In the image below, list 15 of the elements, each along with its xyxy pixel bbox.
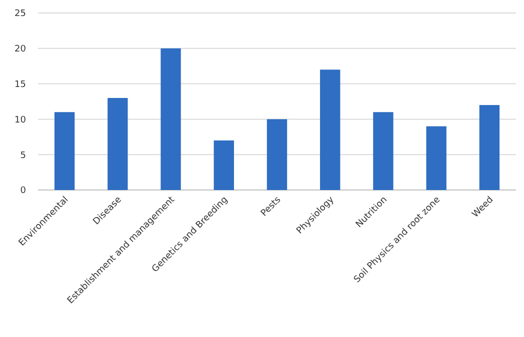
bar [214,140,234,190]
y-tick-label: 15 [14,80,26,90]
bar [426,126,446,190]
y-tick-label: 5 [20,150,26,161]
bar [479,105,500,190]
y-tick-label: 0 [20,186,26,196]
y-tick-label: 25 [14,9,26,20]
y-tick-label: 20 [14,44,26,55]
bar [54,112,75,190]
y-tick-label: 10 [14,115,26,126]
bar [160,48,181,190]
bar [108,98,128,190]
bar [320,70,340,190]
bar [266,119,288,190]
bar [373,112,394,190]
